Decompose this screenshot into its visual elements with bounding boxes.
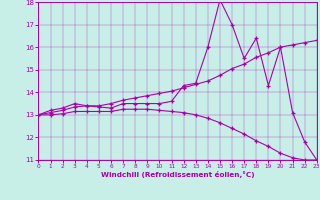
X-axis label: Windchill (Refroidissement éolien,°C): Windchill (Refroidissement éolien,°C) xyxy=(101,171,254,178)
